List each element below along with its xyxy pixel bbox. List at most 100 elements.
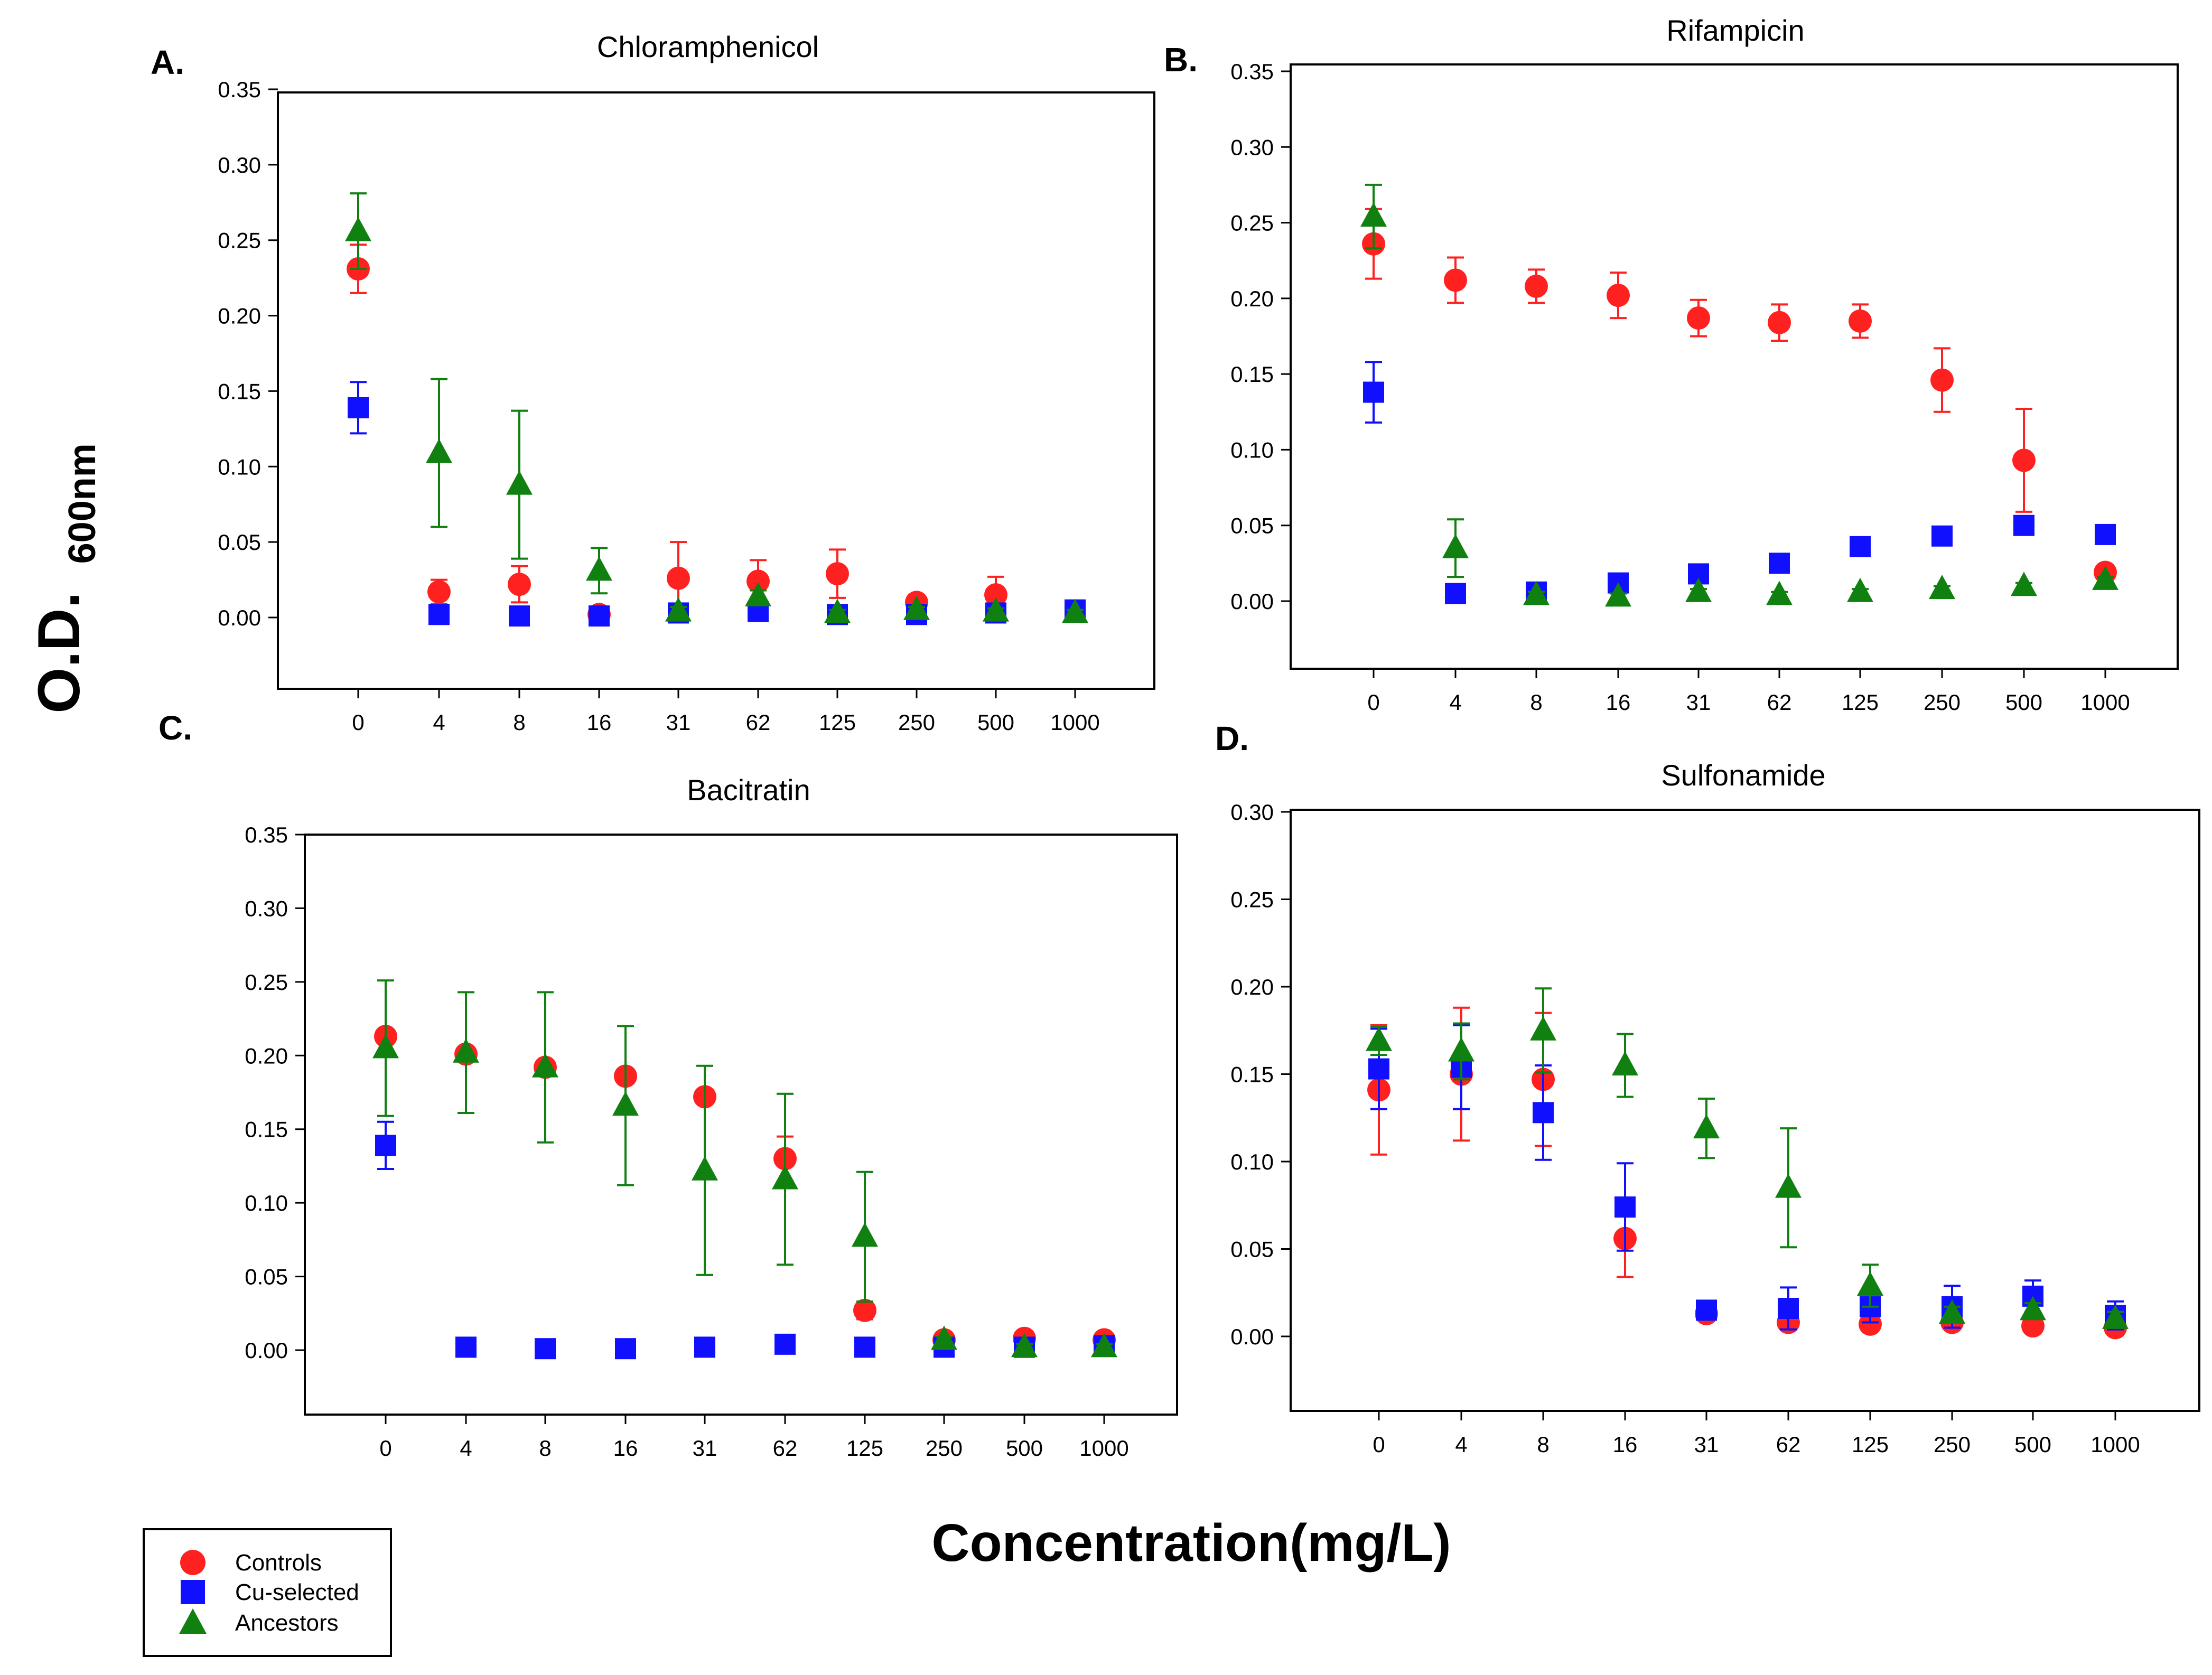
data-point-square	[348, 397, 369, 418]
legend-label-cu-selected: Cu-selected	[235, 1579, 359, 1605]
data-point-square	[455, 1336, 477, 1358]
data-point-triangle	[824, 598, 851, 623]
x-tick-label: 250	[926, 1436, 963, 1461]
data-point-circle	[1687, 306, 1710, 330]
y-tick-label: 0.05	[218, 530, 261, 555]
y-tick-label: 0.15	[218, 379, 261, 404]
plot-frame	[277, 91, 1155, 690]
x-tick-label: 8	[1530, 690, 1542, 715]
x-tick-label: 500	[2014, 1432, 2051, 1457]
y-tick-label: 0.25	[1230, 887, 1274, 912]
x-tick-label: 1000	[1050, 710, 1099, 735]
data-point-circle	[1444, 268, 1467, 292]
x-tick-label: 4	[460, 1436, 472, 1461]
data-point-triangle	[532, 1053, 558, 1078]
panel-label: B.	[1164, 41, 1198, 79]
plot-frame	[1290, 63, 2179, 670]
data-point-square	[615, 1338, 636, 1360]
data-point-circle	[746, 569, 770, 593]
legend-label-controls: Controls	[235, 1550, 322, 1576]
y-axis-title: O.D. 600nm	[26, 443, 104, 714]
data-point-square	[1850, 536, 1871, 557]
chart-title: Bacitratin	[687, 773, 810, 807]
x-tick-label: 31	[666, 710, 691, 735]
y-tick-label: 0.00	[218, 605, 261, 630]
series-ancestors	[345, 192, 1088, 623]
y-tick-label: 0.30	[245, 896, 288, 921]
data-point-circle	[826, 562, 849, 586]
data-point-triangle	[1366, 1026, 1392, 1051]
series-ancestors	[1366, 987, 2129, 1329]
data-point-circle	[508, 573, 531, 596]
x-tick-label: 16	[1606, 690, 1631, 715]
x-tick-label: 62	[1776, 1432, 1801, 1457]
data-point-triangle	[1775, 1173, 1802, 1198]
series-cu-selected	[1368, 1024, 2126, 1331]
y-tick-label: 0.10	[1230, 1149, 1274, 1174]
x-tick-label: 62	[746, 710, 771, 735]
series-ancestors	[372, 979, 1117, 1358]
x-tick-label: 0	[352, 710, 364, 735]
data-point-square	[1931, 525, 1953, 547]
x-tick-label: 0	[1373, 1432, 1385, 1457]
y-axis-title-main: O.D.	[26, 592, 92, 714]
data-point-circle	[1859, 1312, 1882, 1336]
y-tick-label: 0.20	[245, 1043, 288, 1068]
panel-label: D.	[1215, 719, 1249, 757]
legend-marker-cu-selected	[181, 1580, 205, 1604]
data-point-triangle	[931, 1325, 957, 1350]
data-point-square	[1778, 1298, 1799, 1320]
legend-item-ancestors: Ancestors	[179, 1608, 339, 1636]
data-point-triangle	[426, 438, 452, 463]
data-point-circle	[1849, 309, 1872, 333]
data-point-square	[1696, 1299, 1717, 1321]
data-point-triangle	[586, 556, 612, 581]
x-tick-label: 500	[2005, 690, 2042, 715]
data-point-triangle	[983, 597, 1009, 622]
y-axis-title-subscript: 600nm	[61, 443, 104, 564]
legend-item-controls: Controls	[180, 1550, 322, 1576]
data-point-triangle	[2102, 1304, 2129, 1329]
y-tick-label: 0.15	[1230, 362, 1274, 387]
data-point-triangle	[852, 1222, 878, 1247]
data-point-square	[2095, 523, 2116, 545]
plot-frame	[1290, 809, 2200, 1412]
series-controls	[1362, 208, 2117, 584]
x-tick-label: 1000	[2090, 1432, 2140, 1457]
data-point-triangle	[1612, 1051, 1638, 1075]
x-tick-label: 31	[1694, 1432, 1719, 1457]
legend: Controls Cu-selected Ancestors	[143, 1528, 392, 1657]
x-tick-label: 0	[379, 1436, 391, 1461]
data-point-square	[774, 1333, 796, 1355]
x-tick-label: 16	[613, 1436, 638, 1461]
data-point-square	[1368, 1058, 1389, 1080]
y-tick-label: 0.15	[1230, 1062, 1274, 1087]
data-point-triangle	[1929, 575, 1955, 600]
data-point-circle	[427, 580, 451, 604]
x-tick-label: 4	[433, 710, 445, 735]
x-tick-label: 16	[587, 710, 612, 735]
y-tick-label: 0.20	[1230, 975, 1274, 999]
series-cu-selected	[1363, 361, 2116, 604]
x-tick-label: 125	[1852, 1432, 1889, 1457]
y-tick-label: 0.35	[1230, 59, 1274, 84]
data-point-circle	[1768, 311, 1791, 334]
data-point-circle	[1930, 368, 1954, 392]
data-point-triangle	[1847, 577, 1873, 602]
y-tick-label: 0.00	[245, 1338, 288, 1363]
series-cu-selected	[375, 1120, 1115, 1360]
panel-c-bacitratin: C. Bacitratin 0.00 0.05 0.10 0.15 0.20 0.25 0.30…	[158, 709, 1178, 1461]
data-point-triangle	[1011, 1333, 1038, 1358]
data-point-square	[2013, 514, 2034, 536]
y-tick-label: 0.05	[245, 1265, 288, 1289]
data-point-triangle	[692, 1156, 718, 1181]
x-tick-label: 0	[1367, 690, 1379, 715]
chart-title: Sulfonamide	[1661, 759, 1825, 792]
x-tick-label: 250	[1924, 690, 1961, 715]
data-point-triangle	[1766, 581, 1793, 605]
data-point-triangle	[1442, 534, 1469, 558]
legend-item-cu-selected: Cu-selected	[181, 1579, 359, 1605]
y-tick-label: 0.25	[245, 970, 288, 995]
data-point-square	[1769, 553, 1790, 574]
data-point-square	[428, 604, 450, 625]
